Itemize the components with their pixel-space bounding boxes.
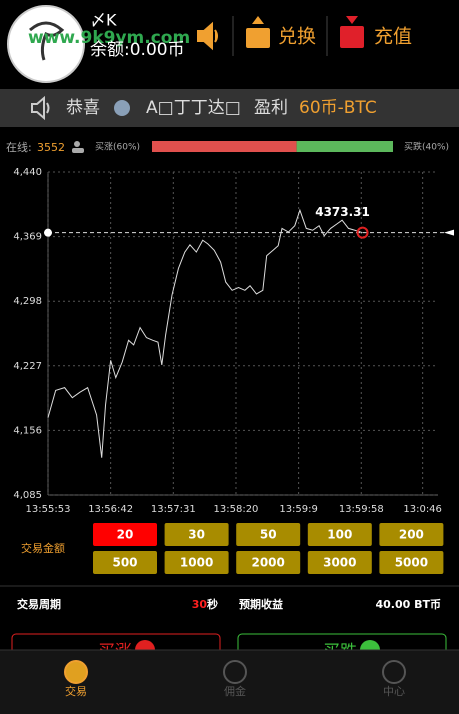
current-price-tag [444,229,454,236]
amount-button[interactable] [164,551,229,574]
last-value-label: 4373.31 [315,205,370,219]
amount-button[interactable] [93,523,157,546]
amount-button[interactable] [93,551,157,574]
exchange-arrow [252,16,264,24]
period-value: 30 [192,598,208,611]
x-tick-label: 13:57:31 [151,504,196,515]
people-icon [72,148,84,153]
people-icon [74,141,80,147]
tab-icon[interactable] [223,660,247,684]
banner [0,89,459,127]
amount-button[interactable] [236,551,301,574]
amount-value: 30 [188,528,205,542]
period-unit: 秒 [207,597,218,611]
y-tick-label: 4,440 [13,167,42,178]
amount-button[interactable] [164,523,229,546]
y-tick-label: 4,085 [13,490,42,501]
period-label: 交易周期 [17,597,61,611]
avatar-logo [29,21,65,61]
avatar[interactable] [7,5,85,83]
amount-label: 交易金额 [21,541,65,555]
x-tick-label: 13:59:9 [279,504,318,515]
banner-profit: 盈利 [254,98,288,118]
recharge-arrow [346,16,358,24]
amount-value: 20 [117,528,134,542]
amount-value: 500 [112,556,137,570]
balance: 余额:0.00币 [90,40,185,60]
watermark: www.9k9ym.com [28,28,190,48]
amount-button[interactable] [236,523,301,546]
amount-button[interactable] [307,523,372,546]
banner-icon [31,95,50,121]
tab-label[interactable]: 交易 [65,684,87,698]
buy-up-bar [152,141,297,152]
current-price-dot [44,228,52,237]
expected-label: 预期收益 [239,597,283,611]
online-label: 在线: [6,140,32,154]
recharge-icon [340,26,364,48]
exchange-button[interactable]: 兑换 [278,26,316,48]
amount-button[interactable] [379,523,444,546]
exchange-icon [246,28,270,48]
tab-icon[interactable] [382,660,406,684]
buy-up-label: 买涨(60%) [95,142,140,153]
tab-icon[interactable] [64,660,88,684]
recharge-button[interactable]: 充值 [374,26,412,48]
buy-down-bar [296,141,393,152]
amount-button[interactable] [379,551,444,574]
y-tick-label: 4,369 [13,232,42,243]
x-tick-label: 13:0:46 [403,504,442,515]
last-point [356,226,369,239]
x-tick-label: 13:55:53 [26,504,71,515]
username: 〆K [90,11,117,30]
y-tick-label: 4,227 [13,361,42,372]
expected-value: 40.00 BT币 [375,598,441,611]
user-icon [114,100,130,116]
amount-button[interactable] [307,551,372,574]
buy-down-label: 买跌(40%) [404,142,449,153]
banner-congrats: 恭喜 [66,98,100,118]
y-tick-label: 4,298 [13,296,42,307]
price-line [47,208,363,458]
online-count: 3552 [37,141,65,154]
amount-value: 1000 [180,556,213,570]
amount-value: 200 [399,528,424,542]
banner-user: A□丁丁达□ [146,98,241,118]
amount-value: 5000 [395,556,428,570]
x-tick-label: 13:59:58 [339,504,384,515]
tab-label[interactable]: 中心 [383,685,405,698]
banner-amount: 60币-BTC [299,98,377,118]
tab-label[interactable]: 佣金 [224,684,246,698]
amount-value: 100 [327,528,352,542]
amount-value: 50 [260,528,277,542]
y-tick-label: 4,156 [13,425,42,436]
amount-value: 3000 [323,556,356,570]
x-tick-label: 13:56:42 [88,504,133,515]
amount-value: 2000 [251,556,284,570]
sound-icon[interactable] [197,21,218,51]
price-chart: 4,085 4,156 4,227 4,298 4,369 4,440 13:55:53 13… [13,167,454,515]
x-tick-label: 13:58:20 [214,504,259,515]
